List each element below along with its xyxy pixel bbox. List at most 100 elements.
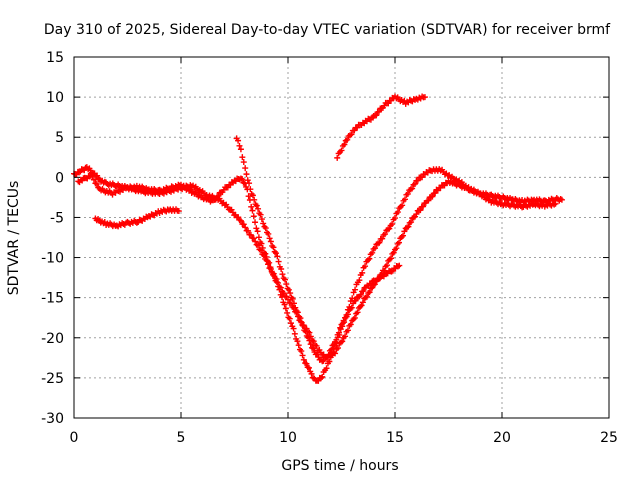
data-point	[257, 247, 264, 254]
data-point	[175, 208, 182, 215]
data-point	[299, 322, 306, 329]
data-point	[245, 227, 252, 234]
data-point	[334, 345, 341, 352]
data-point	[306, 329, 313, 336]
data-point	[265, 261, 272, 268]
data-point	[425, 197, 432, 204]
data-point	[253, 225, 260, 232]
data-point	[255, 234, 262, 241]
data-point	[307, 341, 314, 348]
data-point	[305, 334, 312, 341]
data-point	[299, 352, 306, 359]
data-point	[348, 131, 355, 138]
data-point	[354, 309, 361, 316]
data-point	[282, 305, 289, 312]
data-point	[294, 338, 301, 345]
data-point	[289, 295, 296, 302]
data-point	[319, 373, 326, 380]
data-point	[317, 375, 324, 382]
data-point	[389, 220, 396, 227]
data-point	[386, 256, 393, 263]
y-tick-label: -25	[41, 371, 64, 387]
data-point	[243, 171, 250, 178]
data-point	[417, 207, 424, 214]
data-point	[284, 309, 291, 316]
data-point	[342, 333, 349, 340]
data-point	[247, 186, 254, 193]
data-point	[249, 192, 256, 199]
data-point	[252, 219, 259, 226]
data-point	[399, 202, 406, 209]
data-point	[265, 230, 272, 237]
data-point	[258, 240, 265, 247]
x-tick-label: 5	[177, 430, 186, 446]
data-point	[366, 289, 373, 296]
data-point	[363, 293, 370, 300]
data-point	[347, 321, 354, 328]
data-point	[250, 235, 257, 242]
data-point	[392, 215, 398, 222]
data-point	[240, 159, 247, 166]
data-point	[411, 180, 418, 187]
data-point	[429, 193, 436, 200]
data-point	[382, 231, 389, 238]
data-point	[242, 224, 249, 231]
data-point	[250, 213, 257, 220]
grid	[74, 57, 609, 418]
data-point	[260, 220, 267, 227]
data-point	[255, 242, 262, 249]
data-point	[413, 211, 420, 218]
data-point	[323, 365, 330, 372]
data-point	[270, 244, 277, 251]
data-point	[386, 225, 393, 232]
data-point	[393, 245, 400, 252]
data-point	[358, 302, 365, 309]
data-point	[373, 112, 380, 119]
data-point	[275, 258, 282, 265]
x-tick-label: 20	[493, 430, 511, 446]
data-point	[394, 263, 401, 270]
data-point	[383, 262, 390, 269]
data-point	[396, 239, 403, 246]
data-point	[334, 154, 341, 161]
chart-title: Day 310 of 2025, Sidereal Day-to-day VTE…	[44, 22, 611, 38]
data-point	[291, 330, 298, 337]
data-point	[359, 299, 366, 306]
data-point	[320, 357, 327, 364]
data-point	[263, 257, 270, 264]
data-point	[404, 190, 411, 197]
data-point	[335, 329, 342, 336]
data-point	[414, 177, 421, 184]
data-point	[253, 202, 260, 209]
data-point	[277, 284, 284, 291]
data-point	[267, 265, 274, 272]
data-point	[326, 347, 333, 354]
data-point	[283, 281, 290, 288]
data-point	[242, 165, 249, 172]
data-point	[252, 238, 259, 245]
y-tick-label: -5	[50, 210, 64, 226]
data-point	[408, 219, 415, 226]
data-point	[344, 136, 351, 143]
data-point	[341, 319, 348, 326]
data-point	[376, 239, 383, 246]
data-point	[248, 203, 255, 210]
data-point	[282, 276, 289, 283]
data-point	[366, 255, 373, 262]
data-point	[372, 245, 379, 252]
data-point	[251, 196, 258, 203]
y-axis-ticks: 15 10 5 0 -5 -10 -15 -20 -25 -30	[41, 50, 609, 427]
data-point	[244, 177, 251, 184]
y-tick-label: -30	[41, 411, 64, 427]
data-point	[274, 253, 281, 260]
data-point	[328, 346, 335, 353]
data-point	[275, 279, 282, 286]
y-tick-label: 10	[46, 90, 64, 106]
data-point	[273, 250, 280, 257]
data-point	[313, 342, 320, 349]
data-point	[260, 252, 267, 259]
x-tick-label: 15	[386, 430, 404, 446]
data-point	[353, 310, 360, 317]
data-point	[401, 228, 408, 235]
